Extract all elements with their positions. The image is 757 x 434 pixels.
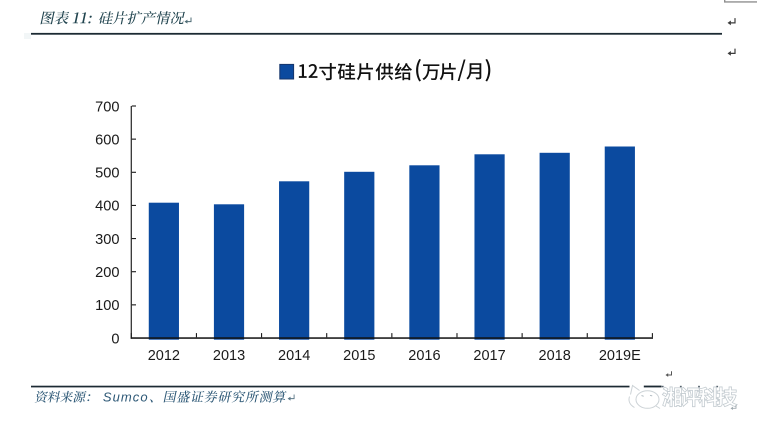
svg-text:2017: 2017	[473, 348, 505, 364]
svg-text:300: 300	[95, 232, 119, 248]
svg-text:400: 400	[95, 199, 119, 215]
svg-text:2018: 2018	[539, 348, 571, 364]
svg-text:2016: 2016	[408, 348, 440, 364]
svg-text:2014: 2014	[278, 348, 310, 364]
svg-text:200: 200	[95, 265, 119, 281]
svg-text:100: 100	[95, 298, 119, 314]
svg-text:600: 600	[95, 132, 119, 148]
svg-text:2013: 2013	[213, 348, 245, 364]
svg-text:500: 500	[95, 166, 119, 182]
svg-text:2015: 2015	[343, 348, 375, 364]
svg-text:2019E: 2019E	[599, 348, 641, 364]
svg-text:700: 700	[95, 99, 119, 115]
svg-text:2012: 2012	[148, 348, 180, 364]
svg-text:0: 0	[111, 331, 119, 347]
svg-text:Sumco: Sumco	[103, 390, 149, 405]
